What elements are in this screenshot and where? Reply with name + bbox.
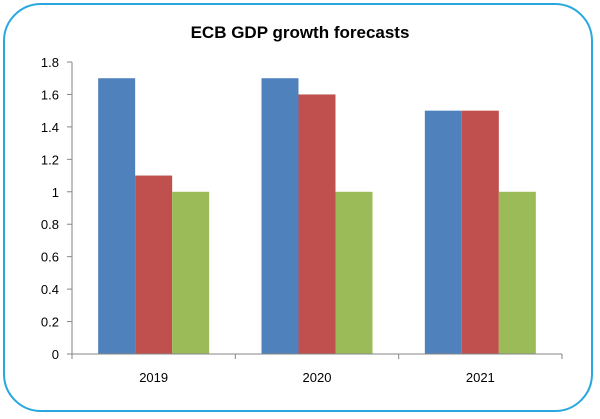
- bar-2020-series-2: [298, 94, 336, 354]
- bar-2021-series-2: [461, 110, 499, 355]
- x-ticks-group: 2019 2020 2021: [71, 354, 563, 385]
- bar-2019-series-1: [98, 78, 136, 354]
- bar-2020-series-3: [335, 191, 373, 354]
- x-tick-label: 2021: [466, 370, 495, 385]
- bar-2019-series-2: [135, 175, 173, 354]
- y-tick-label: 1: [52, 185, 59, 200]
- bar-2021-series-3: [498, 191, 536, 354]
- y-tick-label: 0.4: [41, 282, 59, 297]
- bar-2019-series-3: [172, 191, 210, 354]
- chart-title: ECB GDP growth forecasts: [190, 23, 410, 42]
- x-tick-label: 2020: [303, 370, 332, 385]
- x-tick-label: 2019: [139, 370, 168, 385]
- bar-2020-series-1: [261, 78, 299, 354]
- axes-group: [67, 62, 562, 355]
- y-tick-label: 0: [52, 347, 59, 362]
- bars-group: [98, 78, 536, 355]
- y-tick-label: 0.8: [41, 217, 59, 232]
- y-tick-label: 1.6: [41, 87, 59, 102]
- y-tick-label: 0.6: [41, 250, 59, 265]
- y-tick-label: 0.2: [41, 315, 59, 330]
- bar-2021-series-1: [424, 110, 462, 355]
- y-tick-label: 1.4: [41, 120, 59, 135]
- y-tick-label: 1.8: [41, 55, 59, 70]
- y-ticks-group: 0 0.2 0.4 0.6 0.8 1 1.2 1.4 1.6 1.8: [41, 55, 72, 362]
- y-tick-label: 1.2: [41, 152, 59, 167]
